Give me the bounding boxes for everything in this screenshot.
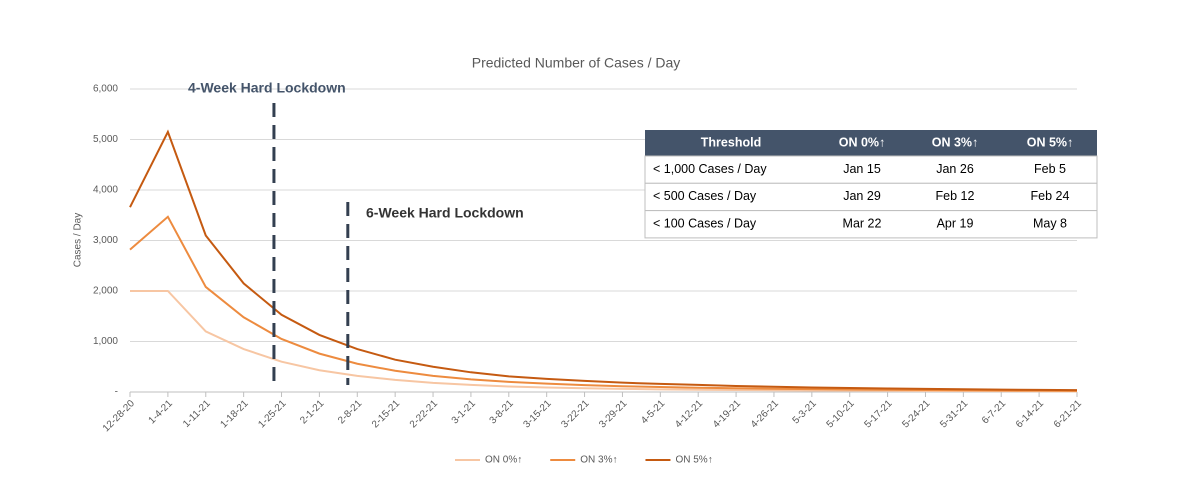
series-line <box>129 129 1078 392</box>
x-tick-label: 5-24-21 <box>900 398 932 430</box>
y-tick-label: 5,000 <box>93 134 118 145</box>
x-tick-label: 3-1-21 <box>450 398 479 427</box>
x-tick-label: 2-22-21 <box>408 398 440 430</box>
legend-label: ON 0%↑ <box>485 455 522 466</box>
x-tick-label: 2-15-21 <box>370 398 402 430</box>
x-tick-label: 3-15-21 <box>522 398 554 430</box>
x-tick-label: 3-22-21 <box>559 398 591 430</box>
x-tick-label: 5-3-21 <box>791 398 820 427</box>
x-tick-label: 6-7-21 <box>980 398 1009 427</box>
x-tick-label: 1-25-21 <box>256 398 288 430</box>
y-tick-label: 6,000 <box>93 84 118 95</box>
table-header: ON 5%↑ <box>1027 135 1074 149</box>
table-cell: < 100 Cases / Day <box>653 217 757 231</box>
table-cell: < 500 Cases / Day <box>653 189 757 203</box>
table-cell: Jan 29 <box>843 189 881 203</box>
x-tick-label: 4-26-21 <box>749 398 781 430</box>
x-tick-label: 3-29-21 <box>597 398 629 430</box>
table-cell: < 1,000 Cases / Day <box>653 162 767 176</box>
x-tick-label: 6-21-21 <box>1052 398 1084 430</box>
annotation: 6-Week Hard Lockdown <box>366 205 524 221</box>
chart-title: Predicted Number of Cases / Day <box>472 55 681 71</box>
table-row <box>644 182 1098 212</box>
y-tick-label: 3,000 <box>93 235 118 246</box>
table-cell: Jan 26 <box>936 162 974 176</box>
x-tick-label: 1-11-21 <box>181 398 213 430</box>
table-cell: May 8 <box>1033 217 1067 231</box>
series-line <box>129 215 1078 392</box>
x-tick-label: 2-1-21 <box>298 398 327 427</box>
table-row <box>644 155 1098 184</box>
y-tick-label: 2,000 <box>93 286 118 297</box>
x-tick-label: 3-8-21 <box>488 398 517 427</box>
x-tick-label: 5-10-21 <box>825 398 857 430</box>
x-tick-label: 4-12-21 <box>673 398 705 430</box>
legend-label: ON 5%↑ <box>675 455 712 466</box>
table-cell: Feb 24 <box>1031 189 1070 203</box>
x-tick-label: 2-8-21 <box>336 398 365 427</box>
table-header: ON 0%↑ <box>839 135 886 149</box>
y-tick-label: 4,000 <box>93 185 118 196</box>
table-row <box>644 210 1098 239</box>
x-tick-label: 5-17-21 <box>862 398 894 430</box>
x-tick-label: 1-4-21 <box>147 398 176 427</box>
y-tick-label: 1,000 <box>93 336 118 347</box>
x-tick-label: 4-5-21 <box>639 398 668 427</box>
y-axis-label: Cases / Day <box>73 213 84 267</box>
x-tick-label: 12-28-20 <box>101 398 137 434</box>
table-cell: Jan 15 <box>843 162 881 176</box>
table-cell: Apr 19 <box>937 217 974 231</box>
table-header-bg <box>645 130 1097 156</box>
y-tick-label: - <box>115 387 118 398</box>
table-cell: Feb 12 <box>936 189 975 203</box>
table-cell: Feb 5 <box>1034 162 1066 176</box>
table-header: ON 3%↑ <box>932 135 979 149</box>
x-tick-label: 1-18-21 <box>218 398 250 430</box>
x-tick-label: 5-31-21 <box>938 398 970 430</box>
x-tick-label: 6-14-21 <box>1014 398 1046 430</box>
legend-label: ON 3%↑ <box>580 455 617 466</box>
table-header: Threshold <box>701 135 761 149</box>
x-tick-label: 4-19-21 <box>711 398 743 430</box>
annotation: 4-Week Hard Lockdown <box>188 80 346 96</box>
table-cell: Mar 22 <box>843 217 882 231</box>
